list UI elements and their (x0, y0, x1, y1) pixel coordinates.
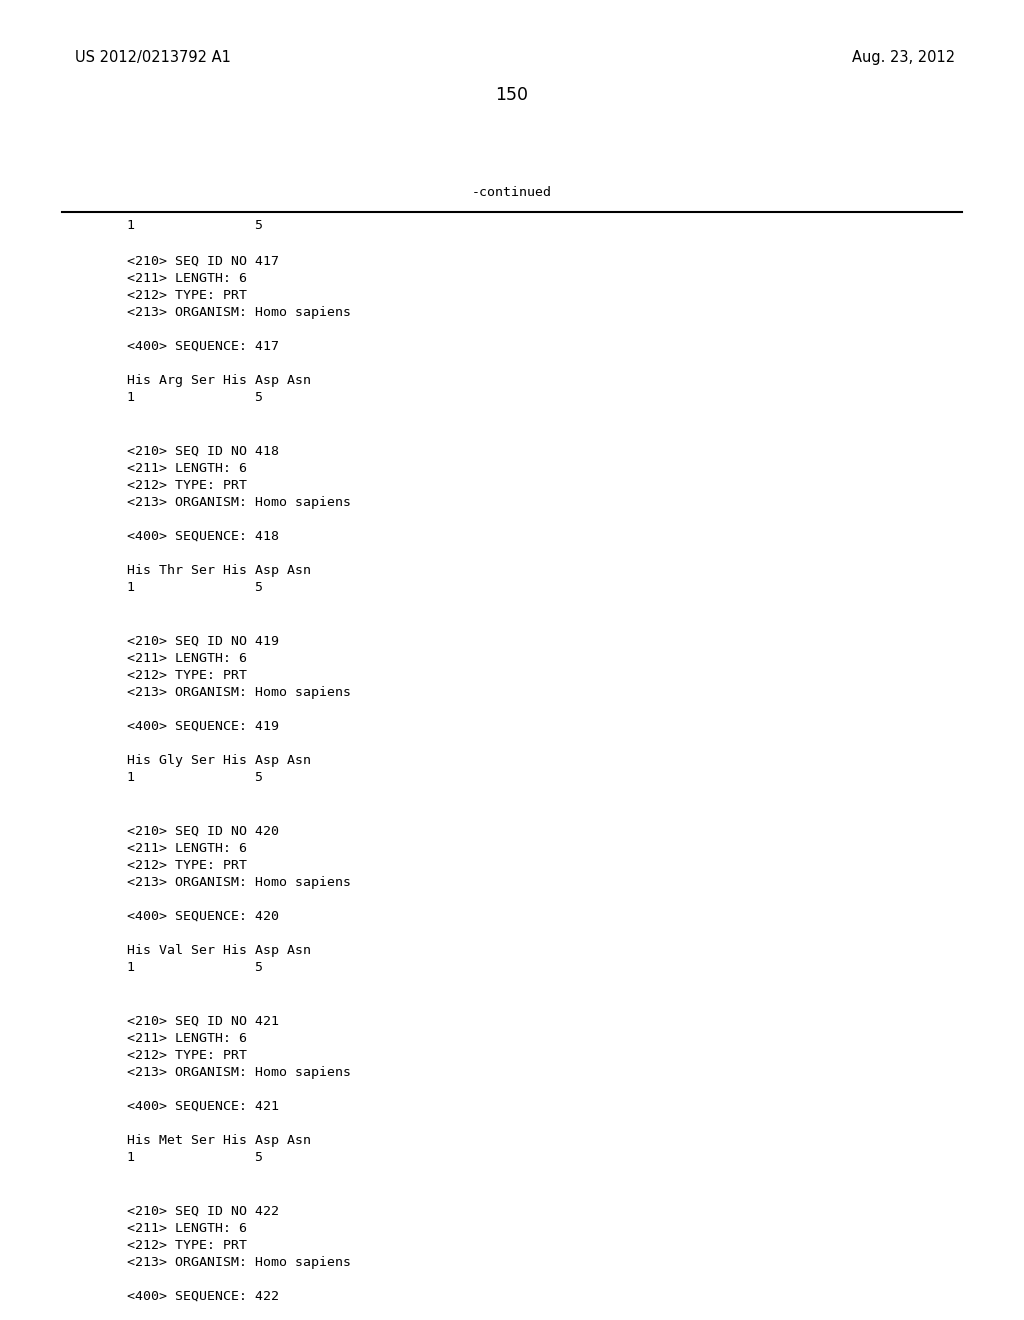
Text: <212> TYPE: PRT: <212> TYPE: PRT (127, 1049, 247, 1063)
Text: His Gly Ser His Asp Asn: His Gly Ser His Asp Asn (127, 754, 311, 767)
Text: <210> SEQ ID NO 419: <210> SEQ ID NO 419 (127, 635, 279, 648)
Text: <213> ORGANISM: Homo sapiens: <213> ORGANISM: Homo sapiens (127, 306, 351, 319)
Text: <212> TYPE: PRT: <212> TYPE: PRT (127, 289, 247, 302)
Text: <212> TYPE: PRT: <212> TYPE: PRT (127, 1239, 247, 1251)
Text: <213> ORGANISM: Homo sapiens: <213> ORGANISM: Homo sapiens (127, 1067, 351, 1078)
Text: 1               5: 1 5 (127, 1151, 263, 1164)
Text: <400> SEQUENCE: 418: <400> SEQUENCE: 418 (127, 531, 279, 543)
Text: His Thr Ser His Asp Asn: His Thr Ser His Asp Asn (127, 564, 311, 577)
Text: <213> ORGANISM: Homo sapiens: <213> ORGANISM: Homo sapiens (127, 496, 351, 510)
Text: 1               5: 1 5 (127, 219, 263, 232)
Text: <211> LENGTH: 6: <211> LENGTH: 6 (127, 1032, 247, 1045)
Text: 1               5: 1 5 (127, 771, 263, 784)
Text: <211> LENGTH: 6: <211> LENGTH: 6 (127, 652, 247, 665)
Text: <213> ORGANISM: Homo sapiens: <213> ORGANISM: Homo sapiens (127, 876, 351, 888)
Text: <400> SEQUENCE: 419: <400> SEQUENCE: 419 (127, 719, 279, 733)
Text: <211> LENGTH: 6: <211> LENGTH: 6 (127, 462, 247, 475)
Text: US 2012/0213792 A1: US 2012/0213792 A1 (75, 50, 230, 65)
Text: <213> ORGANISM: Homo sapiens: <213> ORGANISM: Homo sapiens (127, 686, 351, 700)
Text: <213> ORGANISM: Homo sapiens: <213> ORGANISM: Homo sapiens (127, 1257, 351, 1269)
Text: 1               5: 1 5 (127, 391, 263, 404)
Text: <210> SEQ ID NO 420: <210> SEQ ID NO 420 (127, 825, 279, 838)
Text: 1               5: 1 5 (127, 581, 263, 594)
Text: <211> LENGTH: 6: <211> LENGTH: 6 (127, 1222, 247, 1236)
Text: <212> TYPE: PRT: <212> TYPE: PRT (127, 479, 247, 492)
Text: <210> SEQ ID NO 418: <210> SEQ ID NO 418 (127, 445, 279, 458)
Text: 1               5: 1 5 (127, 961, 263, 974)
Text: 150: 150 (496, 86, 528, 104)
Text: His Val Ser His Asp Asn: His Val Ser His Asp Asn (127, 944, 311, 957)
Text: <212> TYPE: PRT: <212> TYPE: PRT (127, 669, 247, 682)
Text: <400> SEQUENCE: 417: <400> SEQUENCE: 417 (127, 341, 279, 352)
Text: <211> LENGTH: 6: <211> LENGTH: 6 (127, 272, 247, 285)
Text: <210> SEQ ID NO 417: <210> SEQ ID NO 417 (127, 255, 279, 268)
Text: <400> SEQUENCE: 422: <400> SEQUENCE: 422 (127, 1290, 279, 1303)
Text: <400> SEQUENCE: 421: <400> SEQUENCE: 421 (127, 1100, 279, 1113)
Text: <212> TYPE: PRT: <212> TYPE: PRT (127, 859, 247, 873)
Text: <210> SEQ ID NO 422: <210> SEQ ID NO 422 (127, 1205, 279, 1218)
Text: His Arg Ser His Asp Asn: His Arg Ser His Asp Asn (127, 374, 311, 387)
Text: -continued: -continued (472, 186, 552, 199)
Text: Aug. 23, 2012: Aug. 23, 2012 (852, 50, 955, 65)
Text: <400> SEQUENCE: 420: <400> SEQUENCE: 420 (127, 909, 279, 923)
Text: <211> LENGTH: 6: <211> LENGTH: 6 (127, 842, 247, 855)
Text: His Met Ser His Asp Asn: His Met Ser His Asp Asn (127, 1134, 311, 1147)
Text: <210> SEQ ID NO 421: <210> SEQ ID NO 421 (127, 1015, 279, 1028)
